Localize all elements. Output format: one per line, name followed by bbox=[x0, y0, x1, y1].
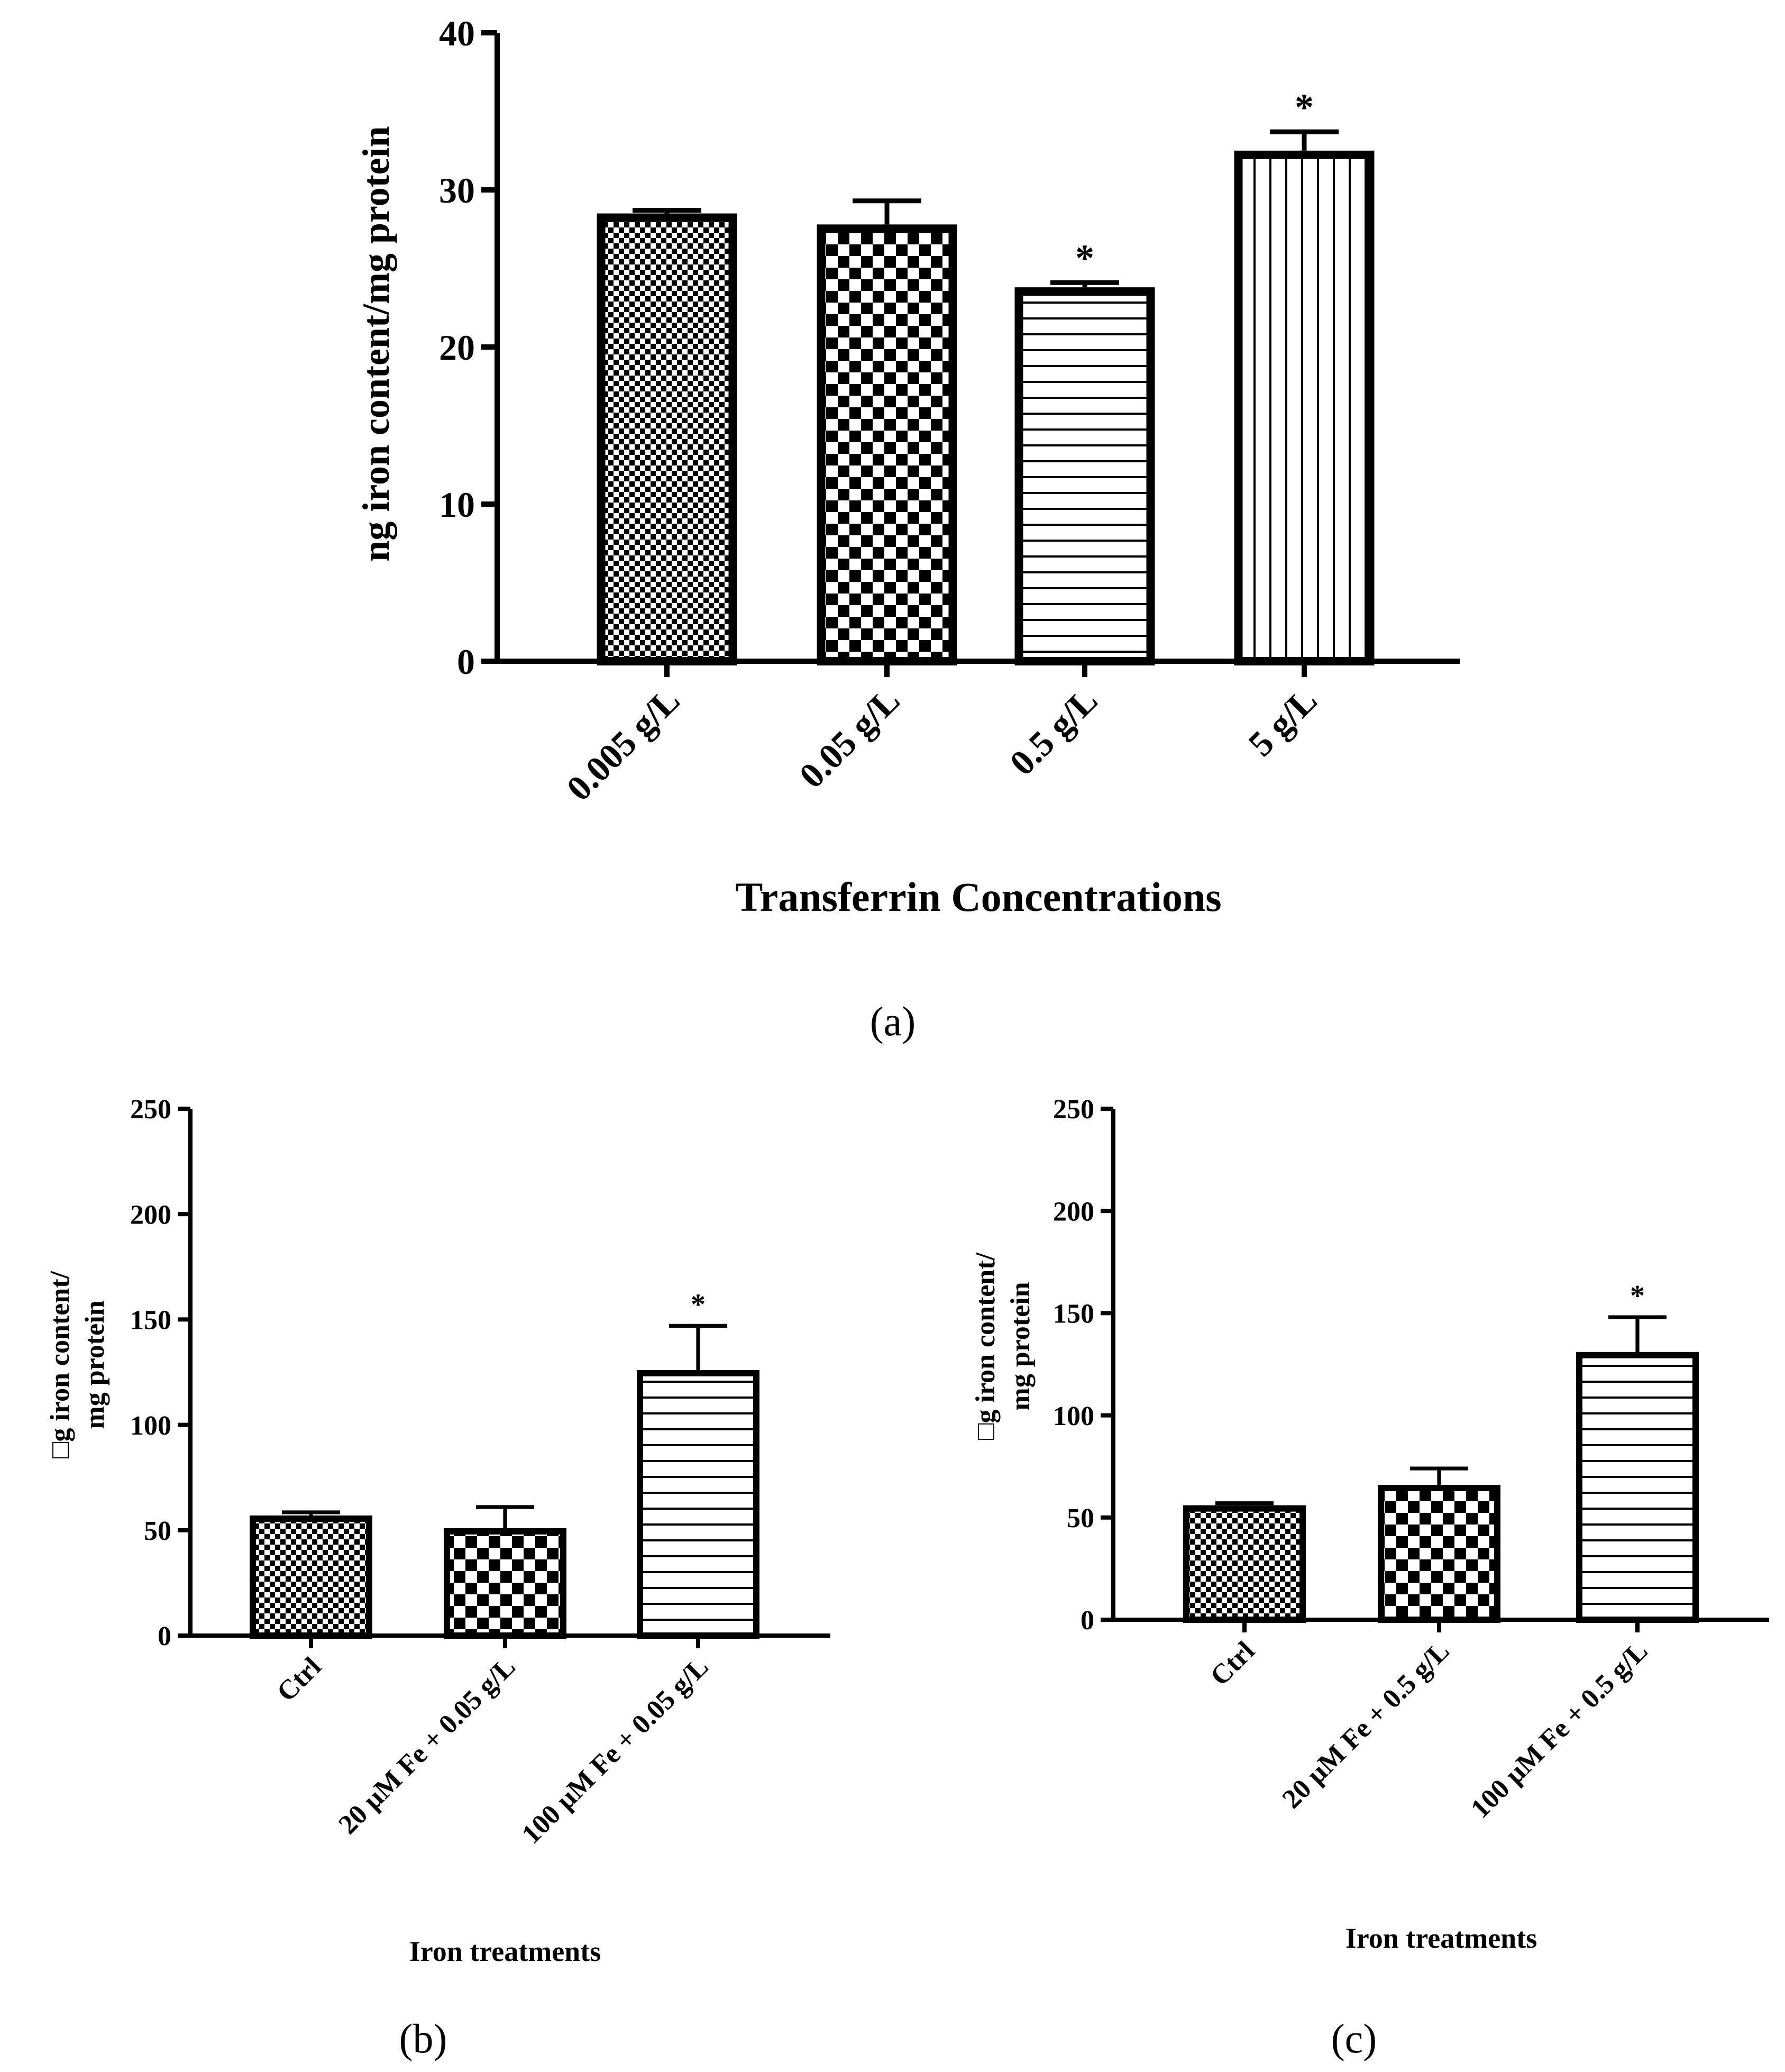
x-tick-label: 20 µM Fe + 0.5 g/L bbox=[1277, 1636, 1456, 1814]
y-tick-label: 150 bbox=[130, 1306, 171, 1336]
y-tick-label: 100 bbox=[130, 1411, 171, 1441]
bar bbox=[1183, 1505, 1306, 1623]
bar bbox=[817, 224, 957, 665]
x-tick-label: 100 µM Fe + 0.5 g/L bbox=[1465, 1636, 1653, 1824]
x-tick-label: 5 g/L bbox=[1240, 680, 1324, 764]
y-tick-label: 250 bbox=[130, 1094, 171, 1125]
y-tick-label: 250 bbox=[1053, 1094, 1094, 1125]
x-tick-label: 0.05 g/L bbox=[791, 680, 907, 796]
bar bbox=[1378, 1484, 1500, 1623]
y-tick-label: 150 bbox=[1053, 1299, 1094, 1329]
x-tick-label: Ctrl bbox=[1205, 1636, 1261, 1692]
significance-star: * bbox=[1295, 86, 1314, 129]
x-axis-label: Iron treatments bbox=[409, 1936, 601, 1967]
significance-star: * bbox=[691, 1288, 706, 1321]
bar bbox=[1576, 1352, 1699, 1623]
y-axis-label-line: □g iron content/ bbox=[45, 1271, 75, 1458]
y-axis-label: ng iron content/mg protein bbox=[355, 126, 397, 561]
caption-c: (c) bbox=[1331, 2015, 1377, 2061]
y-axis-label: □g iron content/mg protein bbox=[971, 1252, 1036, 1440]
y-tick-label: 30 bbox=[439, 170, 475, 211]
bar bbox=[597, 213, 737, 665]
y-tick-label: 200 bbox=[130, 1200, 171, 1230]
caption-a: (a) bbox=[870, 998, 916, 1044]
y-tick-label: 200 bbox=[1053, 1197, 1094, 1227]
x-tick-label: 20 µM Fe + 0.05 g/L bbox=[333, 1651, 521, 1840]
y-tick-label: 50 bbox=[144, 1516, 171, 1546]
x-tick-label: 0.5 g/L bbox=[1002, 680, 1105, 783]
y-tick-label: 100 bbox=[1053, 1401, 1094, 1431]
x-axis-label: Transferrin Concentrations bbox=[735, 874, 1221, 920]
y-axis-label: □g iron content/mg protein bbox=[45, 1271, 110, 1458]
chart-panel-b: 0 50 100 150 200 250 Ctrl 20 µM Fe + 0.05 g/L * 1… bbox=[45, 1094, 830, 1967]
y-tick-label: 0 bbox=[457, 642, 475, 682]
y-tick-label: 40 bbox=[439, 13, 475, 53]
x-tick-label: Ctrl bbox=[271, 1651, 327, 1708]
chart-panel-c: 0 50 100 150 200 250 Ctrl 20 µM Fe + 0.5 g/L * 10… bbox=[971, 1094, 1769, 1954]
y-axis-label-line: mg protein bbox=[1005, 1282, 1036, 1410]
significance-star: * bbox=[1075, 237, 1094, 279]
bar bbox=[250, 1515, 372, 1639]
y-tick-label: 50 bbox=[1067, 1503, 1094, 1534]
x-tick-label: 100 µM Fe + 0.05 g/L bbox=[516, 1651, 715, 1850]
bar bbox=[1014, 287, 1155, 665]
x-tick-label: 0.005 g/L bbox=[559, 680, 687, 808]
chart-panel-a: 0 10 20 30 40 0.005 g/L 0.05 g/L * 0.5 g/L * 5 g/L… bbox=[355, 13, 1460, 920]
y-tick-label: 20 bbox=[439, 327, 475, 368]
significance-star: * bbox=[1630, 1280, 1645, 1312]
y-tick-label: 10 bbox=[439, 485, 475, 525]
bar bbox=[444, 1528, 566, 1639]
x-axis-label: Iron treatments bbox=[1345, 1922, 1537, 1954]
y-tick-label: 0 bbox=[1081, 1605, 1094, 1636]
y-axis-label-line: mg protein bbox=[80, 1300, 110, 1429]
caption-b: (b) bbox=[399, 2015, 447, 2061]
bar bbox=[637, 1370, 759, 1639]
bar bbox=[1234, 150, 1375, 665]
y-axis-label-line: □g iron content/ bbox=[971, 1252, 1001, 1440]
y-tick-label: 0 bbox=[158, 1621, 171, 1651]
